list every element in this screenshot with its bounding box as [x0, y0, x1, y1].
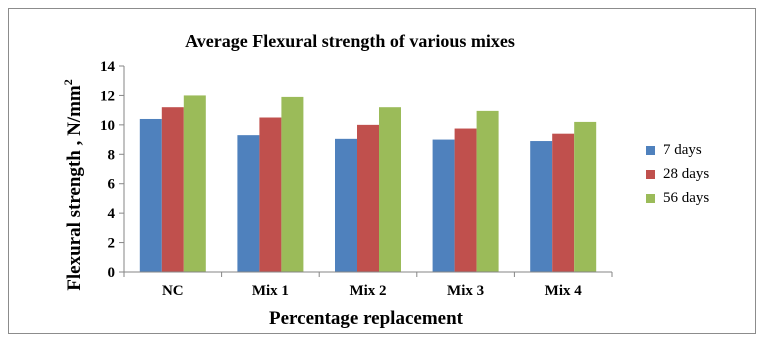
- y-tick-label: 6: [108, 177, 116, 193]
- legend-label-7-days: 7 days: [663, 141, 702, 158]
- x-tick-label: Mix 3: [447, 283, 484, 299]
- legend-item-56-days: 56 days: [646, 189, 709, 207]
- bar-mix-3-7-days: [432, 139, 455, 272]
- bar-mix-4-56-days: [574, 121, 597, 273]
- bar-nc-56-days: [183, 95, 206, 272]
- y-tick-label: 8: [108, 147, 116, 163]
- bar-mix-1-28-days: [259, 117, 282, 272]
- x-tick-label: Mix 2: [349, 283, 386, 299]
- legend-label-56-days: 56 days: [663, 189, 710, 206]
- x-tick-label: Mix 4: [545, 283, 583, 299]
- bar-mix-1-7-days: [237, 135, 260, 272]
- y-tick-label: 4: [108, 206, 116, 222]
- y-axis-label-superscript: 2: [61, 79, 75, 85]
- y-axis-label-main: Flexural strength , N/mm: [64, 85, 85, 291]
- bar-nc-28-days: [161, 107, 184, 272]
- y-tick-label: 0: [108, 265, 116, 281]
- bar-mix-2-56-days: [379, 107, 401, 272]
- plot-area: 0 2 4 6 8 10 12 14 NC Mix 1 Mix 2 Mix 3 Mix 4: [100, 59, 613, 299]
- bar-mix-2-7-days: [335, 138, 357, 272]
- legend-label-28-days: 28 days: [663, 165, 710, 182]
- y-tick-label: 2: [108, 236, 116, 252]
- y-axis-label: Flexural strength , N/mm2: [61, 79, 85, 290]
- bar-mix-3-56-days: [476, 110, 499, 272]
- bar-mix-2-28-days: [357, 124, 379, 272]
- bar-mix-3-28-days: [454, 128, 477, 272]
- bar-nc-7-days: [139, 118, 162, 272]
- x-tick-label: NC: [162, 283, 184, 299]
- bar-mix-4-28-days: [552, 133, 575, 272]
- bar-mix-4-7-days: [530, 141, 553, 272]
- legend-item-28-days: 28 days: [646, 165, 709, 183]
- legend-swatch-7-days: [646, 145, 655, 155]
- legend-item-7-days: 7 days: [646, 141, 702, 159]
- legend-swatch-56-days: [646, 193, 655, 203]
- y-tick-label: 10: [100, 118, 115, 134]
- chart-title: Average Flexural strength of various mix…: [185, 31, 515, 51]
- bar-mix-1-56-days: [281, 96, 304, 273]
- y-tick-label: 12: [100, 88, 115, 104]
- x-tick-label: Mix 1: [252, 283, 289, 299]
- legend-swatch-28-days: [646, 169, 655, 179]
- y-tick-label: 14: [100, 59, 116, 75]
- x-axis-label: Percentage replacement: [269, 308, 464, 329]
